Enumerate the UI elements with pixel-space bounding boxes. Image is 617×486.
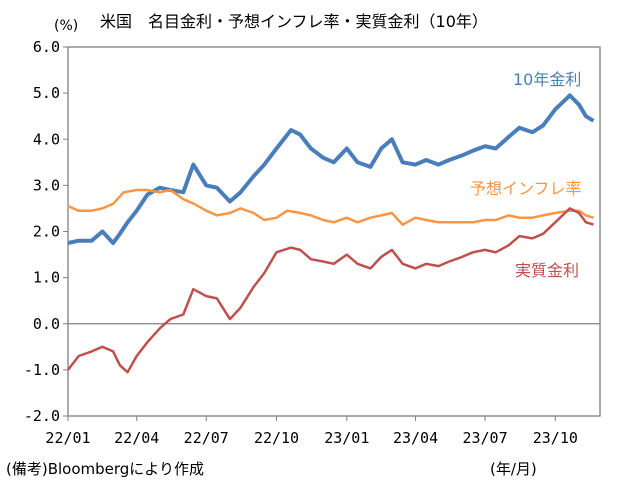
series-label-0: 10年金利 <box>513 70 581 89</box>
chart-title: 米国 名目金利・予想インフレ率・実質金利（10年） <box>100 12 488 31</box>
x-unit-label: (年/月) <box>490 460 537 478</box>
y-tick-label: 2.0 <box>33 223 60 241</box>
y-tick-label: -1.0 <box>24 361 60 379</box>
x-tick-label: 23/01 <box>324 429 369 447</box>
y-tick-label: 6.0 <box>33 38 60 56</box>
x-tick-label: 23/07 <box>462 429 507 447</box>
y-tick-label: 5.0 <box>33 84 60 102</box>
y-unit-label: (%) <box>54 18 79 34</box>
series-label-1: 予想インフレ率 <box>470 179 582 198</box>
x-tick-label: 22/04 <box>114 429 159 447</box>
y-tick-label: 1.0 <box>33 269 60 287</box>
x-tick-label: 23/10 <box>533 429 578 447</box>
x-tick-label: 22/10 <box>254 429 299 447</box>
source-note: (備考)Bloombergにより作成 <box>6 460 205 478</box>
plot-area <box>67 46 601 417</box>
series-line-2 <box>67 207 594 374</box>
y-tick-label: 0.0 <box>33 315 60 333</box>
y-tick-label: -2.0 <box>24 407 60 425</box>
series-line-0 <box>67 93 595 245</box>
series-line-1 <box>67 188 594 226</box>
y-tick-label: 4.0 <box>33 130 60 148</box>
x-tick-label: 22/01 <box>45 429 90 447</box>
y-tick-label: 3.0 <box>33 176 60 194</box>
series-label-2: 実質金利 <box>515 261 579 280</box>
x-tick-label: 22/07 <box>184 429 229 447</box>
x-tick-label: 23/04 <box>393 429 438 447</box>
